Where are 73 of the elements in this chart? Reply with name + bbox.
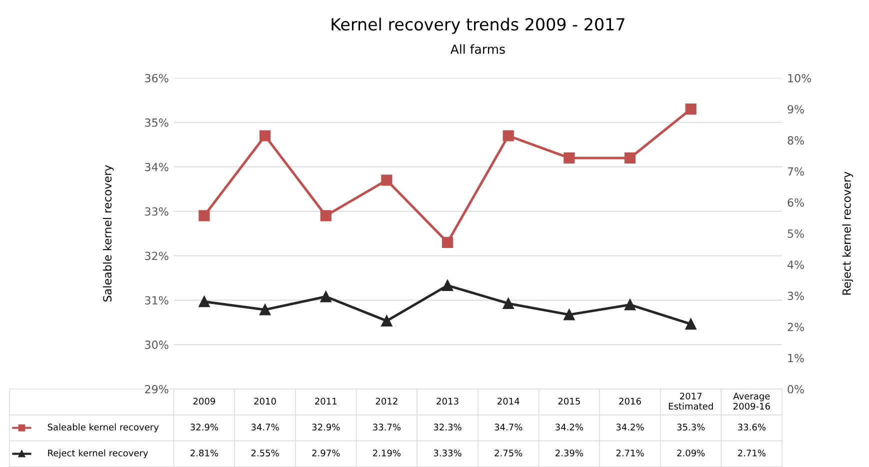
point [381, 174, 392, 186]
data-label: 2.55% [251, 450, 279, 456]
y-axis-title: Saleable kernel recovery [102, 165, 114, 302]
point [564, 152, 575, 164]
data-label: 34.7% [494, 424, 522, 431]
data-label: 32.9% [312, 424, 340, 431]
legend-label: Saleable kernel recovery [48, 424, 159, 432]
y2-tick-label: 4% [788, 260, 804, 269]
y2-tick-label: 5% [788, 229, 804, 238]
text: 33.6% [738, 424, 766, 431]
y-tick-label: 34% [145, 162, 168, 172]
point [259, 130, 271, 142]
point [502, 130, 514, 142]
x-tick-label: 2012 [376, 398, 398, 405]
data-label: 2.19% [373, 450, 401, 456]
y-tick-label: 31% [145, 296, 168, 305]
data-label: 2.09% [677, 450, 705, 456]
y2-tick-label: 6% [788, 198, 804, 207]
chart-subtitle: All farms [450, 44, 505, 54]
y-tick-label: 33% [145, 207, 168, 216]
point [198, 210, 210, 222]
point [502, 298, 514, 310]
x-tick-label: 2009 [193, 398, 216, 405]
y2-axis-title: Reject kernel recovery [842, 172, 853, 295]
x-tick-label: Average 2009-16 [733, 392, 770, 410]
data-label: 34.2% [556, 424, 584, 431]
y-tick-label: 32% [145, 252, 168, 260]
chart-title: Kernel recovery trends 2009 - 2017 [332, 18, 624, 34]
data-label: 2.81% [190, 450, 218, 456]
x-tick-label: 2017 Estimated [668, 392, 713, 410]
point [442, 280, 454, 291]
data-label: 35.3% [677, 424, 705, 431]
y2-tick-label: 9% [788, 105, 804, 114]
text: 2.71% [738, 450, 766, 456]
point [259, 304, 271, 316]
point [320, 291, 332, 302]
data-label: 32.3% [434, 424, 462, 431]
y2-tick-label: 7% [788, 167, 804, 176]
x-tick-label: 2013 [436, 398, 458, 405]
point [564, 309, 575, 320]
point [624, 299, 636, 310]
x-tick-label: 2015 [558, 398, 580, 405]
data-label: 32.9% [190, 424, 218, 431]
point [320, 210, 332, 222]
y-tick-label: 29% [145, 384, 168, 394]
y-tick-label: 36% [145, 74, 168, 82]
point [685, 318, 696, 330]
data-label: 3.33% [434, 450, 462, 456]
point [442, 236, 454, 248]
y2-tick-label: 2% [788, 322, 804, 332]
y2-tick-label: 3% [788, 292, 804, 300]
y2-tick-label: 8% [788, 136, 804, 145]
x-tick-label: 2016 [619, 398, 641, 405]
y2-tick-label: 1% [788, 354, 804, 362]
point [381, 315, 392, 326]
point [198, 296, 210, 308]
data-label: 2.71% [616, 450, 644, 456]
x-tick-label: 2010 [254, 398, 276, 405]
y-tick-label: 30% [145, 340, 168, 349]
data-label: 34.2% [616, 424, 644, 431]
point [624, 152, 636, 164]
y-tick-label: 35% [145, 118, 168, 127]
data-label: 2.97% [312, 450, 340, 456]
y2-tick-label: 10% [788, 74, 812, 82]
x-tick-label: 2011 [315, 398, 337, 405]
data-label: 33.7% [373, 424, 401, 431]
point [685, 104, 696, 115]
legend-label: Reject kernel recovery [48, 449, 148, 458]
data-label: 34.7% [251, 424, 279, 431]
x-tick-label: 2014 [498, 398, 520, 405]
data-label: 2.39% [556, 450, 584, 456]
y2-tick-label: 0% [788, 384, 804, 394]
data-label: 2.75% [494, 450, 522, 456]
